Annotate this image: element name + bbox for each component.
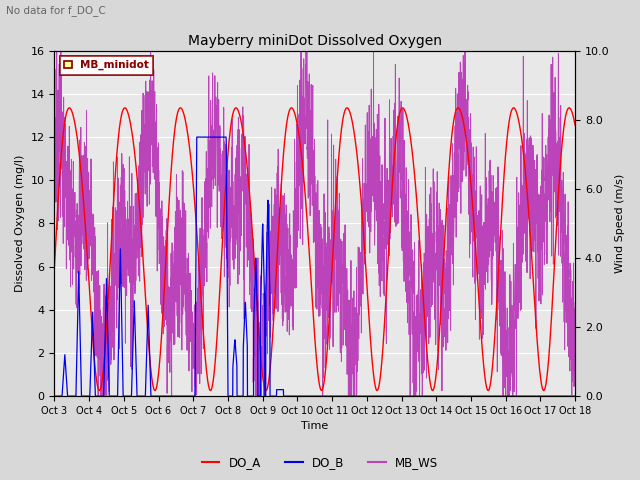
Title: Mayberry miniDot Dissolved Oxygen: Mayberry miniDot Dissolved Oxygen [188, 34, 442, 48]
Y-axis label: Dissolved Oxygen (mg/l): Dissolved Oxygen (mg/l) [15, 155, 25, 292]
Y-axis label: Wind Speed (m/s): Wind Speed (m/s) [615, 174, 625, 273]
X-axis label: Time: Time [301, 421, 328, 432]
Legend: DO_A, DO_B, MB_WS: DO_A, DO_B, MB_WS [197, 452, 443, 474]
Legend: MB_minidot: MB_minidot [60, 56, 154, 74]
Text: No data for f_DO_C: No data for f_DO_C [6, 5, 106, 16]
